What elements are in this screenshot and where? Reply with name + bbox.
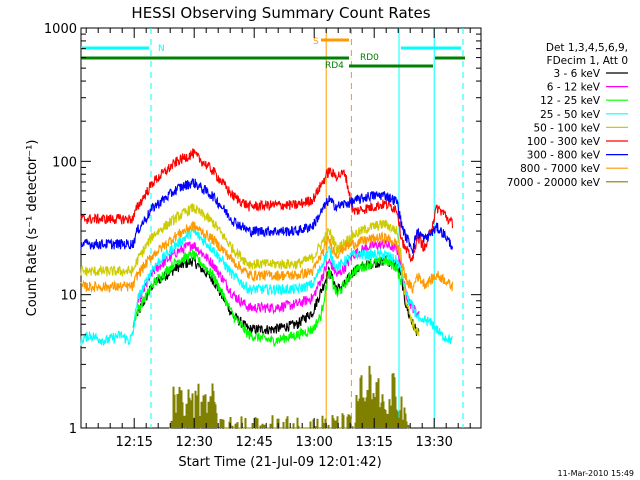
legend-header: FDecim 1, Att 0 [547,55,628,67]
axis-layer: 1 10 100 1000 12:15 12:30 12:45 13:00 13:15 13:30 [44,22,481,450]
chart-title: HESSI Observing Summary Count Rates [131,4,430,22]
series-layer [80,148,454,429]
flag-label: N [158,44,165,54]
legend: Det 1,3,4,5,6,9,FDecim 1, Att 03 - 6 keV… [507,42,628,189]
series-line [80,148,454,263]
x-tick-label: 13:30 [415,435,452,450]
x-tick-label: 12:15 [115,435,152,450]
x-tick-label: 12:30 [175,435,212,450]
legend-item-label: 12 - 25 keV [540,95,601,107]
series-line [80,178,454,255]
legend-item-label: 800 - 7000 keV [520,163,601,175]
y-tick-label: 1 [69,422,77,437]
legend-item-label: 50 - 100 keV [533,122,600,134]
y-tick-label: 10 [60,289,77,304]
x-axis-label: Start Time (21-Jul-09 12:01:42) [178,455,381,470]
flag-label: S [313,37,319,47]
flag-label: RD0 [360,53,379,63]
legend-item-label: 300 - 800 keV [527,150,601,162]
legend-item-label: 3 - 6 keV [553,68,600,80]
y-tick-label: 1000 [44,22,77,37]
series-line [80,203,420,336]
legend-item-label: 25 - 50 keV [540,109,601,121]
legend-item-label: 7000 - 20000 keV [507,177,601,189]
flag-label: RD4 [325,61,344,71]
y-tick-label: 100 [52,155,77,170]
series-line [80,220,454,295]
x-tick-label: 12:45 [235,435,272,450]
legend-header: Det 1,3,4,5,6,9, [546,42,628,54]
footer-timestamp: 11-Mar-2010 15:49 [558,469,635,478]
series-line [80,226,453,346]
flag-layer: N S RD0 RD4 [81,37,465,71]
x-tick-label: 13:00 [295,435,332,450]
x-tick-label: 13:15 [355,435,392,450]
legend-item-label: 100 - 300 keV [527,136,601,148]
y-axis-label: Count Rate (s⁻¹ detector⁻¹) [25,140,40,317]
legend-item-label: 6 - 12 keV [547,82,601,94]
series-line [132,248,402,347]
